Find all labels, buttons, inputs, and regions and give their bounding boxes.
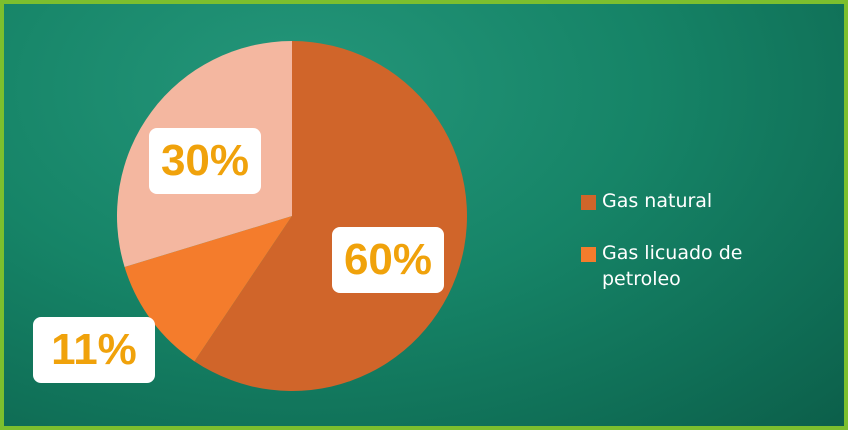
pie-slice-60 [194, 41, 467, 391]
legend-swatch [581, 247, 596, 262]
legend-label: Gas licuado de petroleo [602, 242, 743, 290]
data-label-11: 11% [33, 317, 155, 383]
legend-item-gas-licuado: Gas licuado de petroleo [581, 240, 811, 292]
pie-slice-11 [124, 216, 292, 362]
slide-background: 60% 11% 30% Gas natural Gas licuado de p… [4, 4, 844, 426]
legend-item-gas-natural: Gas natural [581, 188, 811, 214]
data-label-30: 30% [149, 128, 261, 194]
legend: Gas natural Gas licuado de petroleo [581, 188, 811, 292]
legend-swatch [581, 195, 596, 210]
data-label-60: 60% [332, 227, 444, 293]
legend-label: Gas natural [602, 190, 713, 212]
